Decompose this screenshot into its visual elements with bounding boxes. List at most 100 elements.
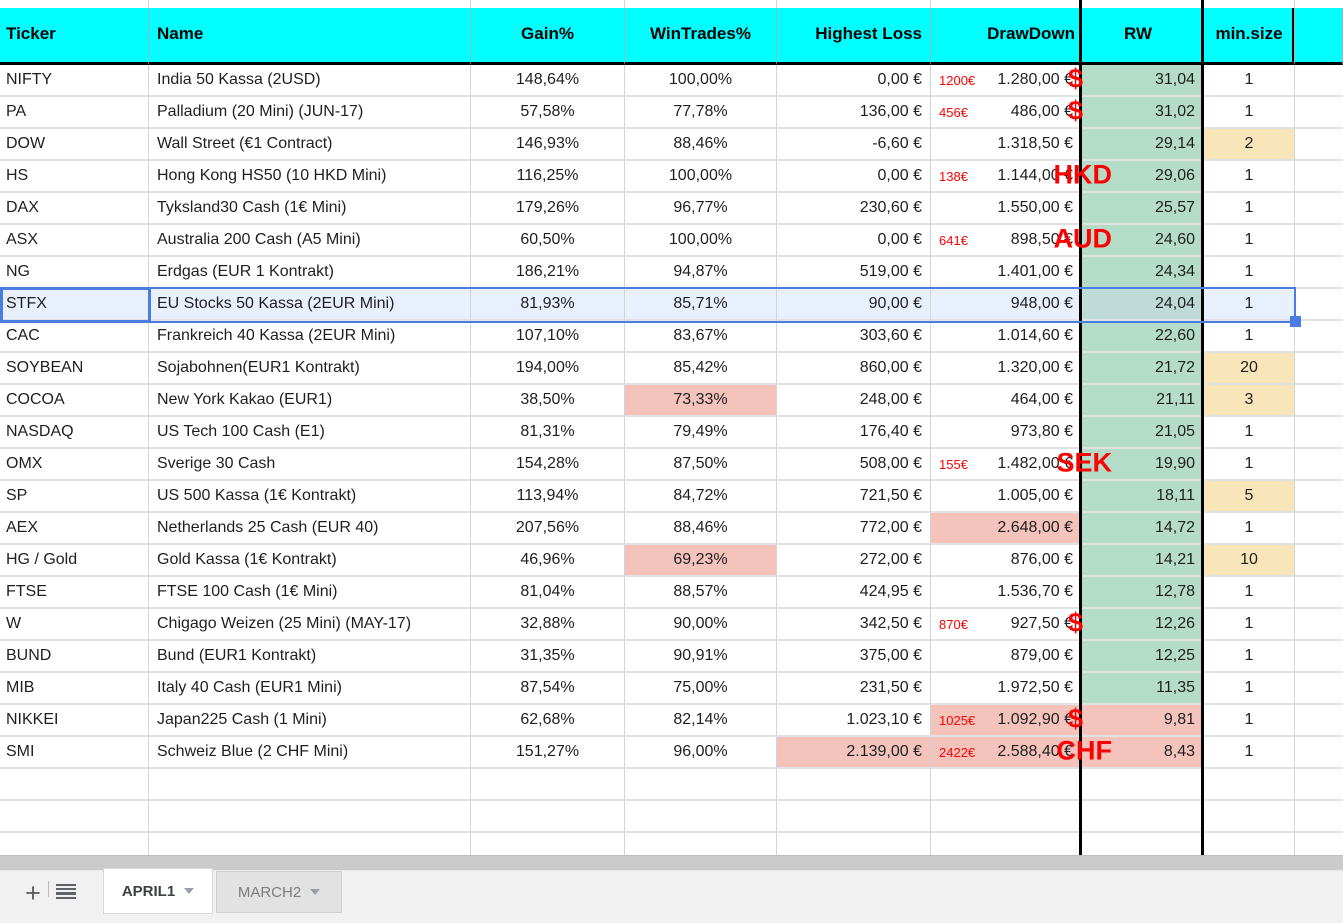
- cell-wintrades[interactable]: 82,14%: [625, 705, 777, 737]
- header-wintrades[interactable]: WinTrades%: [625, 8, 777, 65]
- cell-highest-loss[interactable]: 0,00 €: [777, 65, 931, 97]
- header-gain[interactable]: Gain%: [471, 8, 625, 65]
- cell-gain[interactable]: 87,54%: [471, 673, 625, 705]
- cell-ticker[interactable]: W: [0, 609, 149, 641]
- cell-ticker[interactable]: STFX: [0, 289, 149, 321]
- cell-extra[interactable]: [1295, 737, 1343, 769]
- cell-rw[interactable]: 31,04: [1081, 65, 1204, 97]
- cell-name[interactable]: Wall Street (€1 Contract): [149, 129, 471, 161]
- cell-highest-loss[interactable]: 90,00 €: [777, 289, 931, 321]
- cell-highest-loss[interactable]: 375,00 €: [777, 641, 931, 673]
- cell-ticker[interactable]: DAX: [0, 193, 149, 225]
- cell-extra[interactable]: [1295, 65, 1343, 97]
- cell-rw[interactable]: 9,81: [1081, 705, 1204, 737]
- cell-minsize[interactable]: 5: [1204, 481, 1295, 513]
- header-minsize[interactable]: min.size: [1204, 8, 1295, 65]
- cell-ticker[interactable]: AEX: [0, 513, 149, 545]
- cell-wintrades[interactable]: 96,77%: [625, 193, 777, 225]
- cell-gain[interactable]: 38,50%: [471, 385, 625, 417]
- cell-rw[interactable]: 25,57: [1081, 193, 1204, 225]
- cell-name[interactable]: Chigago Weizen (25 Mini) (MAY-17): [149, 609, 471, 641]
- cell-rw[interactable]: 11,35: [1081, 673, 1204, 705]
- cell-rw[interactable]: 14,21: [1081, 545, 1204, 577]
- cell-drawdown[interactable]: 1.536,70 €: [931, 577, 1081, 609]
- cell-wintrades[interactable]: 100,00%: [625, 225, 777, 257]
- cell-extra[interactable]: [1295, 353, 1343, 385]
- header-highest-loss[interactable]: Highest Loss: [777, 8, 931, 65]
- cell-drawdown[interactable]: 1.972,50 €: [931, 673, 1081, 705]
- cell-highest-loss[interactable]: 230,60 €: [777, 193, 931, 225]
- cell-ticker[interactable]: HG / Gold: [0, 545, 149, 577]
- cell-name[interactable]: US Tech 100 Cash (E1): [149, 417, 471, 449]
- cell-highest-loss[interactable]: -6,60 €: [777, 129, 931, 161]
- fill-handle[interactable]: [1290, 316, 1301, 327]
- cell-drawdown[interactable]: 456€ 486,00 € $: [931, 97, 1083, 129]
- cell-rw[interactable]: 31,02: [1081, 97, 1204, 129]
- cell-gain[interactable]: 57,58%: [471, 97, 625, 129]
- cell-drawdown[interactable]: 948,00 €: [931, 289, 1081, 321]
- header-rw[interactable]: RW: [1081, 8, 1204, 65]
- cell-minsize[interactable]: 1: [1204, 161, 1295, 193]
- cell-name[interactable]: Bund (EUR1 Kontrakt): [149, 641, 471, 673]
- cell-wintrades[interactable]: 100,00%: [625, 161, 777, 193]
- cell-wintrades[interactable]: 77,78%: [625, 97, 777, 129]
- cell-minsize[interactable]: 1: [1204, 577, 1295, 609]
- cell-rw[interactable]: 19,90: [1081, 449, 1204, 481]
- cell-wintrades[interactable]: 90,91%: [625, 641, 777, 673]
- cell-highest-loss[interactable]: 424,95 €: [777, 577, 931, 609]
- cell-drawdown[interactable]: 1.014,60 €: [931, 321, 1081, 353]
- cell-rw[interactable]: 8,43: [1081, 737, 1204, 769]
- cell-highest-loss[interactable]: 303,60 €: [777, 321, 931, 353]
- cell-extra[interactable]: [1295, 129, 1343, 161]
- cell-rw[interactable]: 24,60: [1081, 225, 1204, 257]
- cell-gain[interactable]: 154,28%: [471, 449, 625, 481]
- cell-gain[interactable]: 179,26%: [471, 193, 625, 225]
- cell-highest-loss[interactable]: 772,00 €: [777, 513, 931, 545]
- cell-drawdown[interactable]: 464,00 €: [931, 385, 1081, 417]
- cell-highest-loss[interactable]: 721,50 €: [777, 481, 931, 513]
- cell-wintrades[interactable]: 90,00%: [625, 609, 777, 641]
- cell-gain[interactable]: 32,88%: [471, 609, 625, 641]
- all-sheets-menu-icon[interactable]: [56, 884, 76, 899]
- cell-minsize[interactable]: 1: [1204, 257, 1295, 289]
- cell-extra[interactable]: [1295, 257, 1343, 289]
- cell-highest-loss[interactable]: 1.023,10 €: [777, 705, 931, 737]
- cell-ticker[interactable]: CAC: [0, 321, 149, 353]
- cell-ticker[interactable]: NIFTY: [0, 65, 149, 97]
- cell-gain[interactable]: 107,10%: [471, 321, 625, 353]
- cell-name[interactable]: Hong Kong HS50 (10 HKD Mini): [149, 161, 471, 193]
- cell-ticker[interactable]: FTSE: [0, 577, 149, 609]
- cell-minsize[interactable]: 1: [1204, 737, 1295, 769]
- cell-drawdown[interactable]: 1025€ 1.092,90 € $: [931, 705, 1083, 737]
- cell-minsize[interactable]: 10: [1204, 545, 1295, 577]
- tab-dropdown-caret-icon[interactable]: [184, 888, 195, 894]
- cell-wintrades[interactable]: 85,42%: [625, 353, 777, 385]
- cell-gain[interactable]: 31,35%: [471, 641, 625, 673]
- add-sheet-button[interactable]: +: [25, 878, 41, 908]
- cell-ticker[interactable]: SP: [0, 481, 149, 513]
- cell-minsize[interactable]: 1: [1204, 225, 1295, 257]
- cell-ticker[interactable]: HS: [0, 161, 149, 193]
- cell-gain[interactable]: 116,25%: [471, 161, 625, 193]
- cell-rw[interactable]: 21,05: [1081, 417, 1204, 449]
- cell-highest-loss[interactable]: 136,00 €: [777, 97, 931, 129]
- cell-ticker[interactable]: ASX: [0, 225, 149, 257]
- cell-wintrades[interactable]: 88,46%: [625, 513, 777, 545]
- cell-drawdown[interactable]: 1.401,00 €: [931, 257, 1081, 289]
- cell-extra[interactable]: [1295, 225, 1343, 257]
- cell-name[interactable]: Schweiz Blue (2 CHF Mini): [149, 737, 471, 769]
- cell-minsize[interactable]: 2: [1204, 129, 1295, 161]
- cell-minsize[interactable]: 1: [1204, 673, 1295, 705]
- cell-wintrades[interactable]: 87,50%: [625, 449, 777, 481]
- cell-extra[interactable]: [1295, 577, 1343, 609]
- cell-ticker[interactable]: SMI: [0, 737, 149, 769]
- cell-extra[interactable]: [1295, 417, 1343, 449]
- cell-gain[interactable]: 81,04%: [471, 577, 625, 609]
- cell-gain[interactable]: 207,56%: [471, 513, 625, 545]
- cell-drawdown[interactable]: 2422€ 2.588,40 € CHF: [931, 737, 1112, 769]
- cell-highest-loss[interactable]: 0,00 €: [777, 225, 931, 257]
- header-ticker[interactable]: Ticker: [0, 8, 149, 65]
- cell-wintrades[interactable]: 88,57%: [625, 577, 777, 609]
- cell-gain[interactable]: 194,00%: [471, 353, 625, 385]
- cell-highest-loss[interactable]: 231,50 €: [777, 673, 931, 705]
